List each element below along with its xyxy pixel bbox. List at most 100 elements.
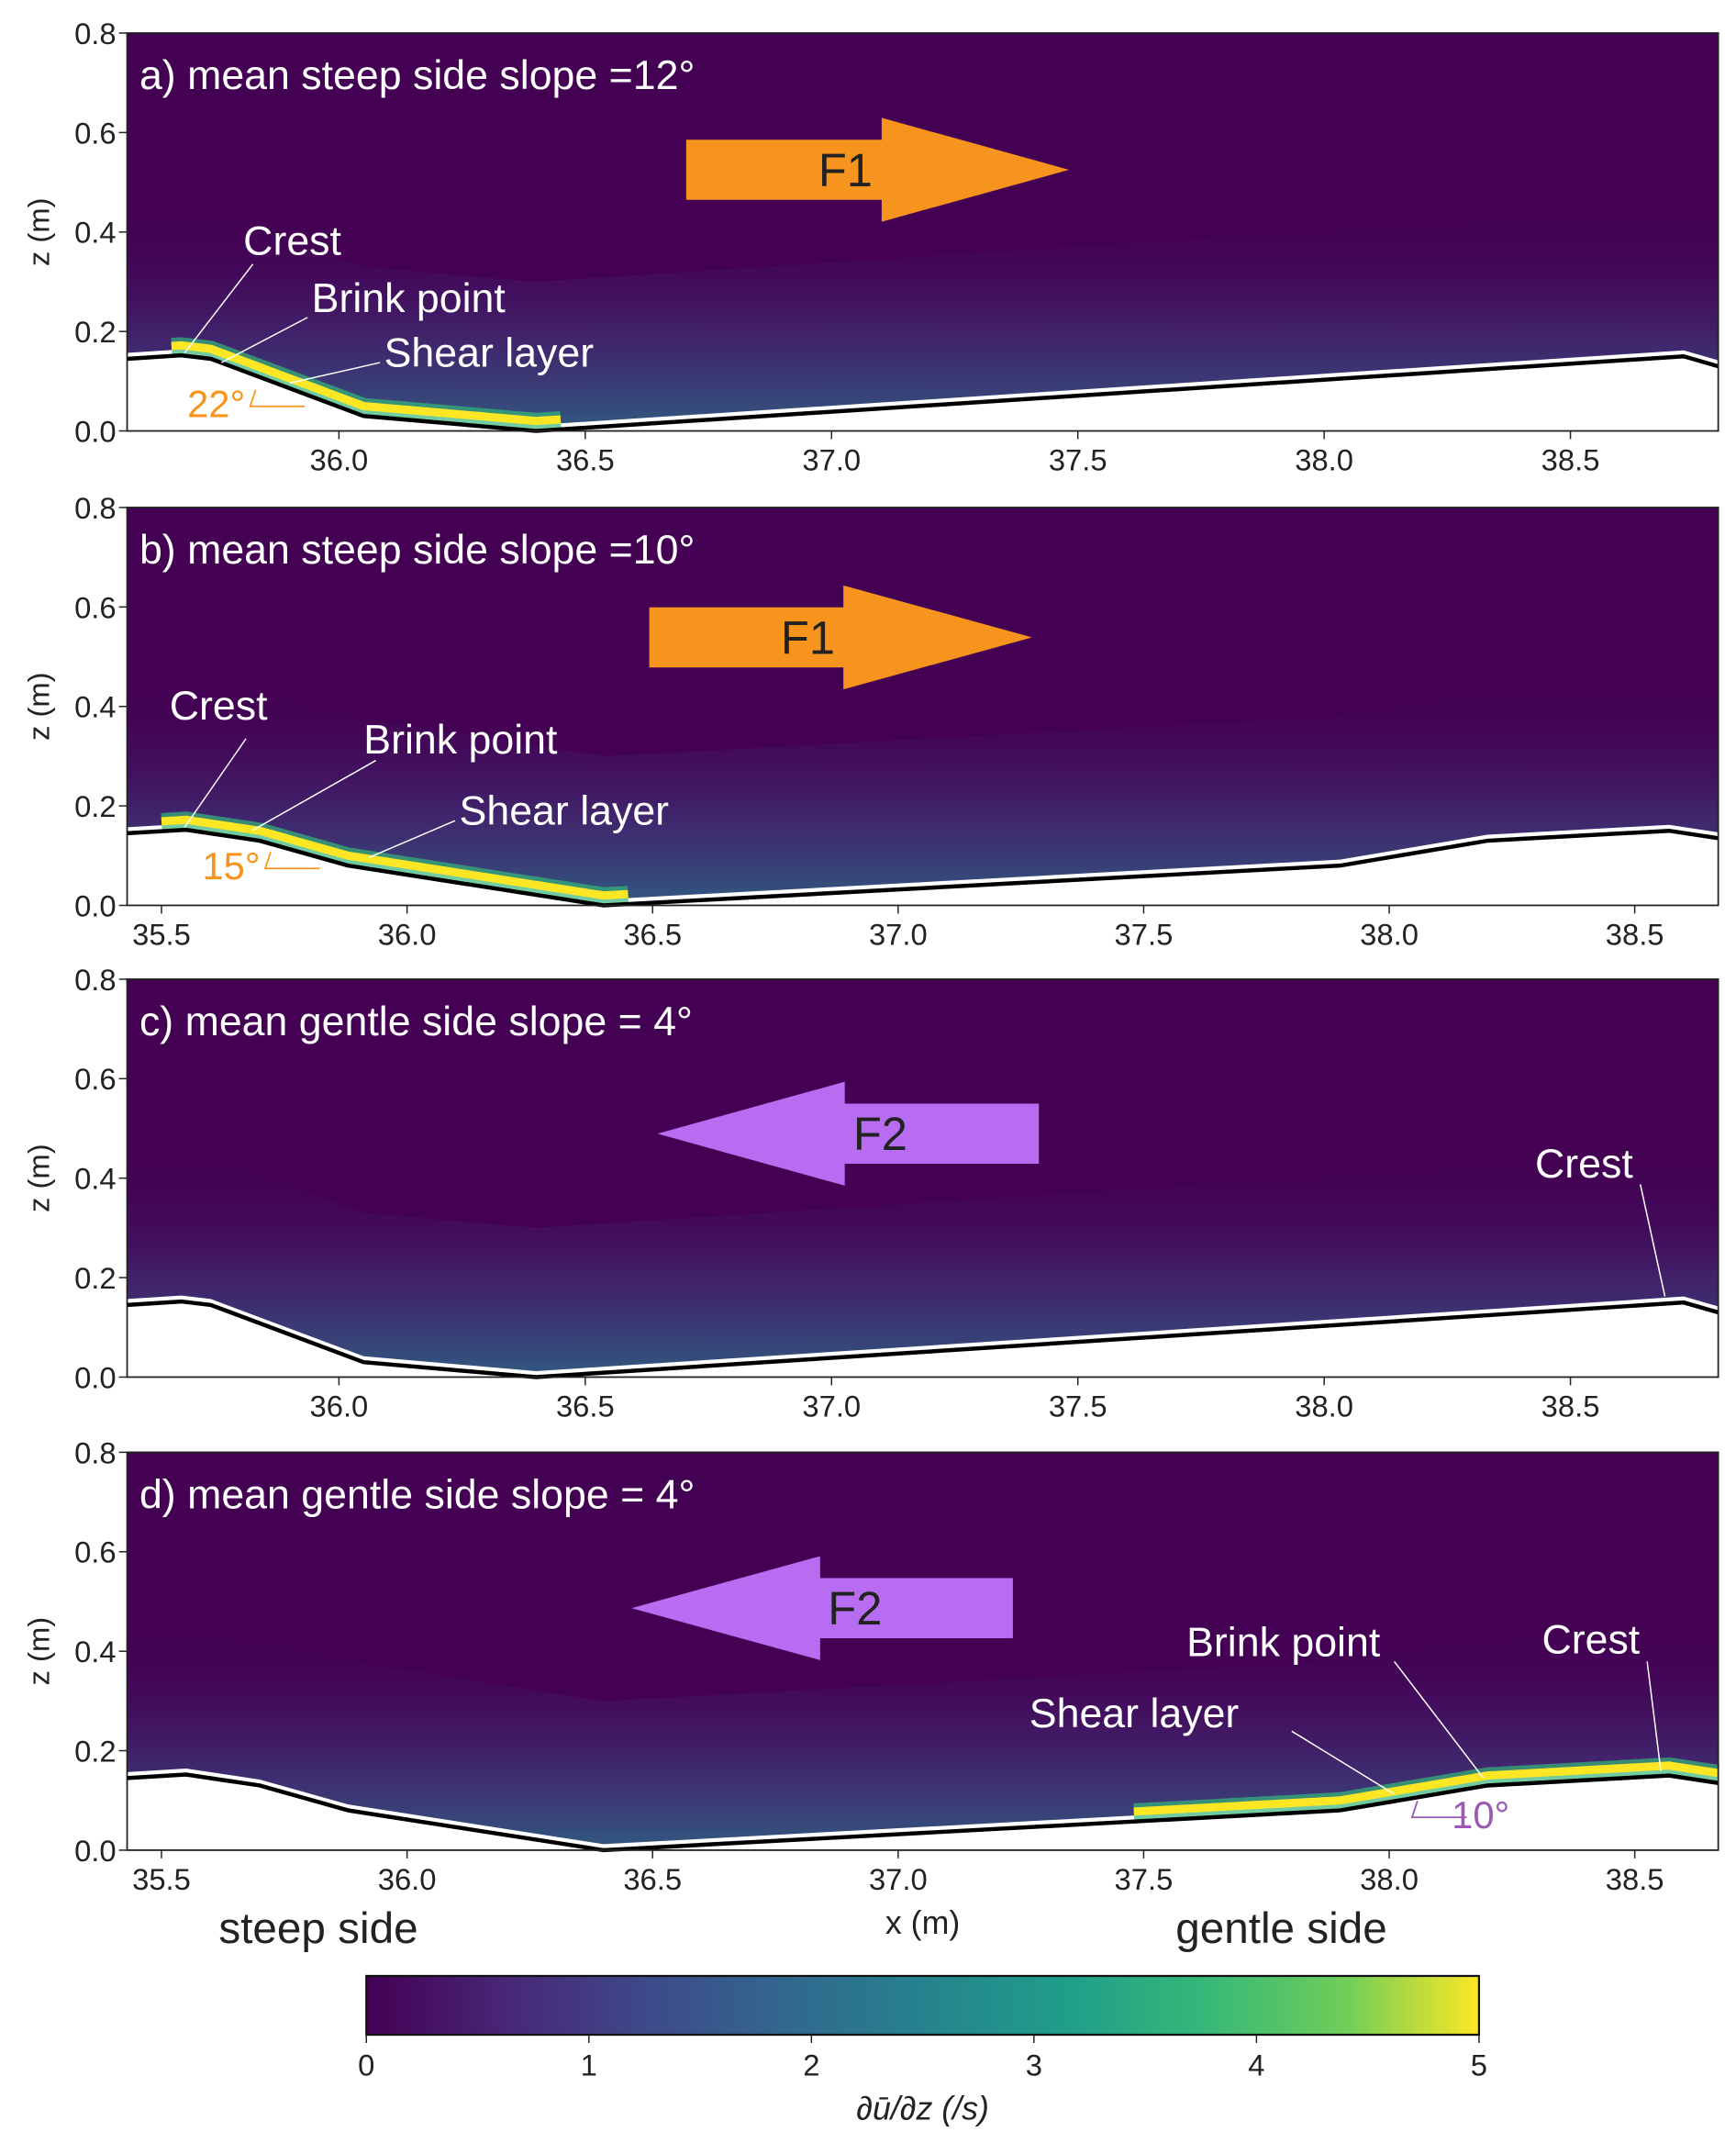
y-tick-label: 0.0 [74, 414, 117, 448]
annotation-shear-layer: Shear layer [1029, 1691, 1240, 1736]
x-axis-label: x (m) [885, 1904, 960, 1941]
flow-direction-arrow-right [685, 117, 1069, 222]
colorbar-tick-label: 2 [803, 2048, 819, 2082]
y-tick-label: 0.2 [74, 315, 117, 349]
no-data-region [127, 1295, 1719, 1378]
angle-marker [249, 389, 306, 407]
angle-marker [263, 852, 320, 870]
flow-direction-arrow-right [649, 585, 1032, 690]
annotation-brink-point: Brink point [312, 276, 506, 321]
high-shear-layer-peak [161, 815, 629, 900]
annotation-leader [1393, 1660, 1484, 1779]
angle-marker [1410, 1801, 1467, 1819]
x-tick-label: 37.0 [869, 1862, 928, 1896]
annotation-shear-layer: Shear layer [460, 789, 670, 834]
annotation-crest: Crest [1541, 1617, 1640, 1662]
annotation-leader [1639, 1184, 1666, 1297]
bed-profile-line [127, 1299, 1719, 1379]
x-tick-label: 37.0 [802, 443, 861, 477]
x-tick-label: 38.0 [1295, 1390, 1353, 1423]
panel-a: 0.0 0.2 0.4 0.6 0.8 36.0 36.5 37.0 37.5 38.0 38.5 z… [22, 17, 1719, 477]
annotation-leader [184, 738, 247, 829]
flow-arrow-label: F1 [818, 144, 873, 196]
x-tick-label: 38.0 [1295, 443, 1353, 477]
y-tick-label: 0.6 [74, 116, 117, 150]
x-tick-label: 38.5 [1541, 1390, 1600, 1423]
x-tick-label: 38.5 [1606, 918, 1664, 952]
no-data-region [127, 1769, 1719, 1850]
annotation-shear-layer: Shear layer [384, 331, 595, 376]
y-axis-label: z (m) [22, 197, 56, 266]
x-tick-label: 37.5 [1115, 1862, 1174, 1896]
colorbar-label: ∂ū/∂z (/s) [856, 2090, 989, 2126]
annotation-crest: Crest [170, 684, 268, 729]
y-tick-label: 0.4 [74, 690, 117, 724]
y-tick-label: 0.2 [74, 1734, 117, 1768]
annotation-brink-point: Brink point [363, 718, 558, 763]
x-tick-label: 37.5 [1049, 1390, 1107, 1423]
flow-arrow-label: F1 [781, 611, 835, 664]
near-bed-shear-field [127, 680, 1719, 906]
y-tick-label: 0.8 [74, 491, 117, 525]
annotation-leader [252, 759, 377, 832]
no-data-region [127, 823, 1719, 906]
slope-angle-label: 10° [1452, 1793, 1509, 1836]
y-tick-label: 0.8 [74, 1435, 117, 1469]
x-tick-label: 38.0 [1360, 918, 1419, 952]
flow-direction-arrow-left [631, 1556, 1013, 1660]
x-tick-label: 38.5 [1541, 443, 1600, 477]
bed-profile-line [127, 352, 1719, 433]
x-tick-label: 37.0 [802, 1390, 861, 1423]
y-tick-label: 0.8 [74, 963, 117, 997]
y-axis-label: z (m) [22, 1617, 56, 1686]
panel-title: c) mean gentle side slope = 4° [139, 999, 693, 1044]
colorbar: 0 1 2 3 4 5 ∂ū/∂z (/s) [358, 1974, 1487, 2126]
y-tick-label: 0.6 [74, 1062, 117, 1096]
y-axis-label: z (m) [22, 1144, 56, 1212]
x-tick-label: 35.5 [132, 918, 191, 952]
x-tick-label: 36.0 [310, 443, 369, 477]
x-tick-label: 37.5 [1115, 918, 1174, 952]
panel-d: 0.0 0.2 0.4 0.6 0.8 35.5 36.0 36.5 37.0 37.5 38.0 3… [22, 1435, 1719, 1896]
slope-angle-label: 15° [202, 844, 260, 887]
annotation-leader [184, 263, 254, 354]
flow-arrow-label: F2 [828, 1582, 882, 1635]
no-data-region [127, 349, 1719, 431]
annotation-leader [1291, 1730, 1395, 1795]
x-tick-label: 38.5 [1606, 1862, 1664, 1896]
gentle-side-label: gentle side [1175, 1904, 1387, 1953]
y-tick-label: 0.2 [74, 1261, 117, 1295]
y-tick-label: 0.6 [74, 590, 117, 624]
steep-side-label: steep side [218, 1904, 417, 1953]
x-tick-label: 37.0 [869, 918, 928, 952]
flow-arrow-label: F2 [853, 1108, 907, 1160]
flow-direction-arrow-left [657, 1081, 1040, 1186]
colorbar-tick-label: 4 [1248, 2048, 1264, 2082]
x-tick-label: 36.0 [378, 918, 437, 952]
panel-c: 0.0 0.2 0.4 0.6 0.8 36.0 36.5 37.0 37.5 38.0 38.5 z… [22, 963, 1719, 1423]
y-tick-label: 0.4 [74, 1162, 117, 1196]
x-tick-label: 36.5 [623, 1862, 682, 1896]
y-axis-label: z (m) [22, 672, 56, 741]
colorbar-gradient [365, 1974, 1481, 2037]
annotation-crest: Crest [243, 218, 341, 263]
high-shear-layer-peak [171, 340, 562, 426]
y-tick-label: 0.2 [74, 789, 117, 823]
y-tick-label: 0.0 [74, 1834, 117, 1868]
colorbar-tick-label: 5 [1471, 2048, 1487, 2082]
colorbar-tick-label: 0 [358, 2048, 374, 2082]
y-tick-label: 0.0 [74, 888, 117, 922]
x-tick-label: 35.5 [132, 1862, 191, 1896]
high-shear-layer-peak [1133, 1761, 1719, 1816]
colorbar-tick-label: 1 [581, 2048, 597, 2082]
x-tick-label: 37.5 [1049, 443, 1107, 477]
y-tick-label: 0.6 [74, 1535, 117, 1569]
annotation-crest: Crest [1535, 1142, 1633, 1187]
slope-angle-label: 22° [187, 383, 245, 426]
y-tick-label: 0.4 [74, 1635, 117, 1669]
x-tick-label: 38.0 [1360, 1862, 1419, 1896]
x-tick-label: 36.5 [556, 1390, 615, 1423]
annotation-leader [220, 317, 308, 363]
x-tick-label: 36.5 [623, 918, 682, 952]
